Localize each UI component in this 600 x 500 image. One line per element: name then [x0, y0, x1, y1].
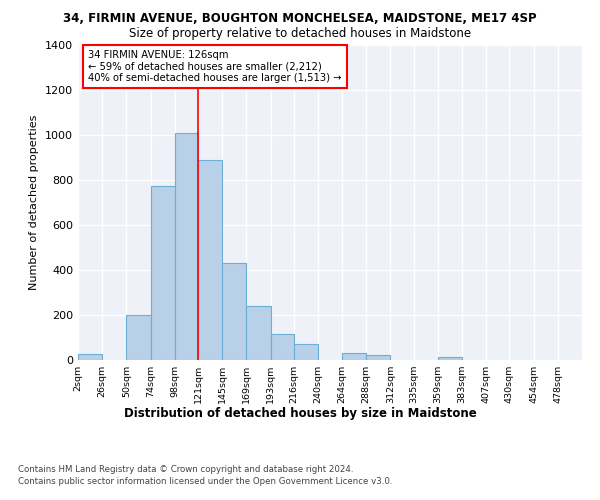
Bar	[175, 132, 198, 360]
Bar	[294, 344, 318, 360]
Text: Contains public sector information licensed under the Open Government Licence v3: Contains public sector information licen…	[18, 478, 392, 486]
Bar	[366, 355, 391, 360]
Bar	[78, 354, 102, 360]
Bar	[438, 358, 462, 360]
Bar	[247, 306, 271, 360]
Text: Distribution of detached houses by size in Maidstone: Distribution of detached houses by size …	[124, 408, 476, 420]
Bar	[222, 263, 247, 360]
Text: Contains HM Land Registry data © Crown copyright and database right 2024.: Contains HM Land Registry data © Crown c…	[18, 465, 353, 474]
Bar	[342, 353, 366, 360]
Text: 34 FIRMIN AVENUE: 126sqm
← 59% of detached houses are smaller (2,212)
40% of sem: 34 FIRMIN AVENUE: 126sqm ← 59% of detach…	[88, 50, 341, 83]
Bar	[151, 186, 175, 360]
Text: 34, FIRMIN AVENUE, BOUGHTON MONCHELSEA, MAIDSTONE, ME17 4SP: 34, FIRMIN AVENUE, BOUGHTON MONCHELSEA, …	[63, 12, 537, 26]
Bar	[271, 334, 294, 360]
Bar	[198, 160, 222, 360]
Text: Size of property relative to detached houses in Maidstone: Size of property relative to detached ho…	[129, 28, 471, 40]
Bar	[127, 315, 151, 360]
Y-axis label: Number of detached properties: Number of detached properties	[29, 115, 40, 290]
